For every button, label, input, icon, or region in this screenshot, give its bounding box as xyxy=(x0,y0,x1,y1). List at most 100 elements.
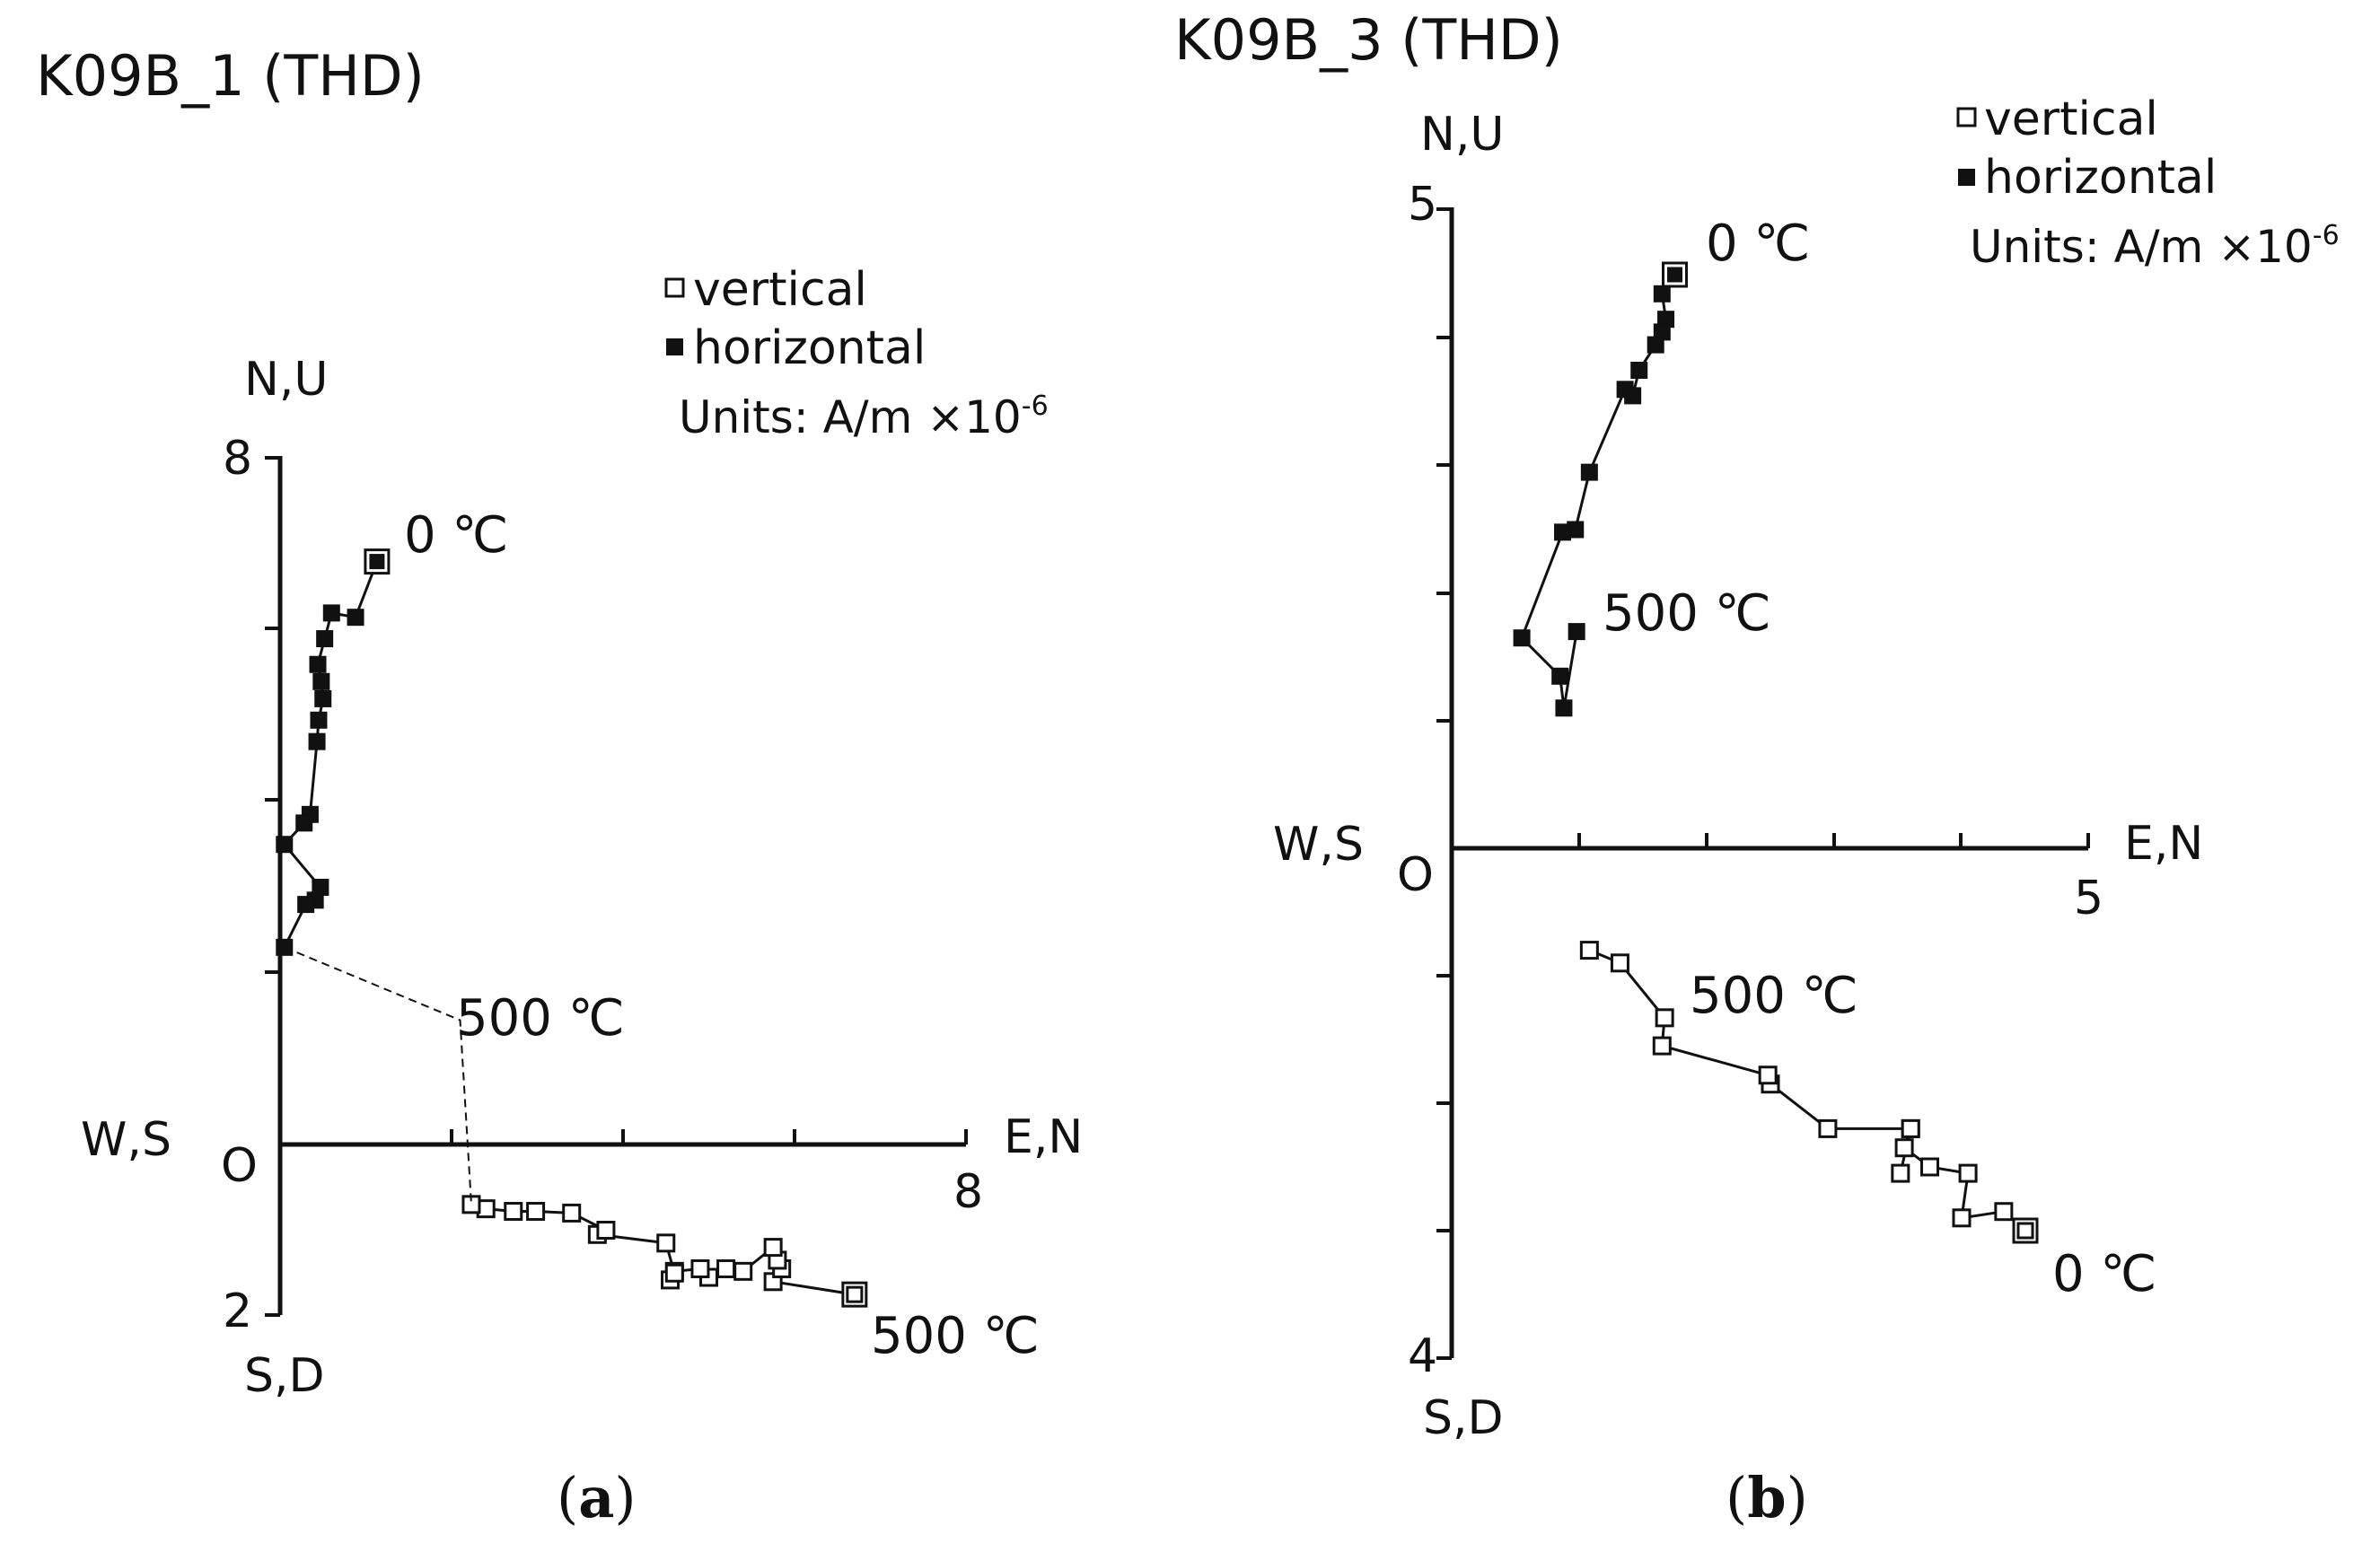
panel-b-vertical-point xyxy=(1655,1008,1674,1028)
panel-a-vertical-point xyxy=(733,1261,753,1281)
panel-b-horizontal-point xyxy=(1554,523,1572,541)
panel-b-vertical-point xyxy=(1818,1118,1838,1138)
legend-units-exp: -6 xyxy=(2313,220,2340,251)
panel-b-horizontal-point xyxy=(1551,667,1569,685)
legend-units-exp: -6 xyxy=(1022,390,1049,422)
panel-b-caption-letter: b xyxy=(1747,1465,1786,1530)
panel-b-vertical-point xyxy=(1952,1208,1972,1228)
legend-filled-square-icon xyxy=(1958,169,1975,186)
legend-units: Units: A/m ×10-6 xyxy=(1970,220,2340,273)
panel-b-annotation-500c-horizontal: 500 ℃ xyxy=(1603,584,1771,643)
panel-b-axis-top-label: N,U xyxy=(1420,108,1505,162)
panel-a-vertical-point xyxy=(716,1258,736,1278)
panel-b-axis-left-label: W,S xyxy=(1273,818,1364,872)
panel-b-axis-top-value: 5 xyxy=(1408,178,1437,232)
panel-a-horizontal-point xyxy=(276,836,294,854)
panel-a-horizontal-point xyxy=(309,655,327,673)
panel-a-vertical-point xyxy=(562,1203,582,1223)
panel-b-vertical-point xyxy=(1758,1065,1778,1085)
panel-b-vertical-point xyxy=(1579,941,1599,960)
legend-units: Units: A/m ×10-6 xyxy=(679,390,1049,443)
panel-a-horizontal-point xyxy=(322,604,340,622)
panel-b-horizontal-point xyxy=(1513,629,1531,647)
panel-a-title: K09B_1 (THD) xyxy=(36,43,425,109)
panel-b-annotation-0c-horizontal: 0 ℃ xyxy=(1706,215,1810,273)
panel-a-axis-bottom-label: S,D xyxy=(244,1349,325,1403)
panel-a-annotation-500c-vertical: 500 ℃ xyxy=(871,1307,1040,1365)
panel-b-axes xyxy=(1449,207,2088,1358)
panel-b-horizontal-point xyxy=(1653,285,1671,303)
panel-b-vertical-point xyxy=(1901,1118,1920,1138)
panel-b-axis-right-value: 5 xyxy=(2074,872,2103,925)
panel-a-vertical-point xyxy=(504,1201,523,1221)
panel-b-annotation-500c-vertical: 500 ℃ xyxy=(1690,967,1858,1025)
panel-b-origin-label: O xyxy=(1397,848,1434,902)
panel-b-axis-right-label: E,N xyxy=(2124,817,2203,871)
panel-b-horizontal-point xyxy=(1616,381,1634,399)
legend-filled-square-icon xyxy=(666,338,683,355)
panel-b-vertical-point xyxy=(2016,1222,2034,1240)
legend-horizontal-label: horizontal xyxy=(693,321,926,375)
panel-a-horizontal-point xyxy=(347,609,364,627)
panel-a-origin-label: O xyxy=(221,1139,258,1193)
panel-a-axis-bottom-value: 2 xyxy=(223,1285,252,1338)
panel-b-horizontal-point xyxy=(1630,362,1648,379)
panel-a-plot xyxy=(276,548,868,1308)
panel-b-horizontal-point xyxy=(1580,463,1598,481)
panel-b-horizontal-point xyxy=(1568,623,1585,641)
legend-vertical-label: vertical xyxy=(693,263,867,317)
panel-a-vertical-point xyxy=(526,1201,546,1221)
panel-b-horizontal-point xyxy=(1647,336,1664,354)
panel-a-vertical-point xyxy=(846,1285,864,1303)
panel-a-annotation-0c: 0 ℃ xyxy=(404,506,508,565)
panel-a-horizontal-point xyxy=(312,672,330,690)
panel-a-connector-line xyxy=(284,946,472,1205)
legend-units-prefix: Units: A/m ×10 xyxy=(1970,221,2313,273)
panel-a-vertical-point xyxy=(690,1258,710,1278)
legend-vertical-label: vertical xyxy=(1984,92,2158,146)
panel-a-horizontal-point xyxy=(295,814,313,832)
panel-b-vertical-point xyxy=(1958,1163,1978,1183)
panel-b-axis-bottom-label: S,D xyxy=(1423,1391,1504,1445)
panel-a-horizontal-point xyxy=(316,630,334,648)
panel-a-horizontal-point xyxy=(308,732,326,750)
panel-a: K09B_1 (THD) vertical horizontal Units: … xyxy=(36,43,1083,1530)
panel-a-vertical-point xyxy=(763,1238,783,1258)
panel-b-ticks xyxy=(1436,207,2090,1360)
panel-a-horizontal-point xyxy=(369,554,385,570)
panel-a-ticks xyxy=(265,456,968,1317)
panel-a-axis-right-label: E,N xyxy=(1004,1110,1083,1164)
legend-open-square-icon xyxy=(664,277,685,298)
legend-units-prefix: Units: A/m ×10 xyxy=(679,391,1022,443)
panel-b-vertical-point xyxy=(1891,1163,1910,1183)
panel-b: K09B_3 (THD) vertical horizontal Units: … xyxy=(1174,7,2340,1530)
panel-b-plot xyxy=(1513,261,2039,1244)
panel-a-axis-top-value: 8 xyxy=(223,432,252,486)
panel-a-axis-left-label: W,S xyxy=(81,1113,171,1167)
panel-b-vertical-point xyxy=(1994,1202,2014,1222)
legend-horizontal-label: horizontal xyxy=(1984,151,2217,205)
panel-a-vertical-point xyxy=(664,1263,684,1283)
panel-b-horizontal-point xyxy=(1667,267,1682,283)
panel-a-horizontal-point xyxy=(276,938,294,956)
panel-a-horizontal-point xyxy=(297,896,315,914)
panel-a-axis-top-label: N,U xyxy=(244,353,329,407)
panel-a-horizontal-point xyxy=(314,689,332,707)
panel-a-annotation-500c-horizontal: 500 ℃ xyxy=(456,989,625,1048)
panel-b-annotation-0c-vertical: 0 ℃ xyxy=(2052,1245,2156,1303)
panel-b-horizontal-point-frame xyxy=(1662,261,1688,288)
panel-a-axis-right-value: 8 xyxy=(953,1165,983,1219)
panel-b-vertical-point xyxy=(1894,1138,1914,1158)
panel-a-vertical-point xyxy=(656,1233,676,1253)
panel-a-horizontal-point xyxy=(310,711,328,729)
panel-b-vertical-point xyxy=(1610,953,1629,973)
panel-b-caption: (b) xyxy=(1726,1465,1808,1530)
panel-a-vertical-point xyxy=(596,1221,616,1240)
panel-a-axes xyxy=(277,456,966,1315)
panel-b-axis-bottom-value: 4 xyxy=(1408,1329,1437,1383)
panel-b-vertical-point xyxy=(1920,1157,1939,1177)
panel-b-vertical-point xyxy=(1652,1036,1672,1056)
panel-a-legend: vertical horizontal Units: A/m ×10-6 xyxy=(664,263,1049,443)
